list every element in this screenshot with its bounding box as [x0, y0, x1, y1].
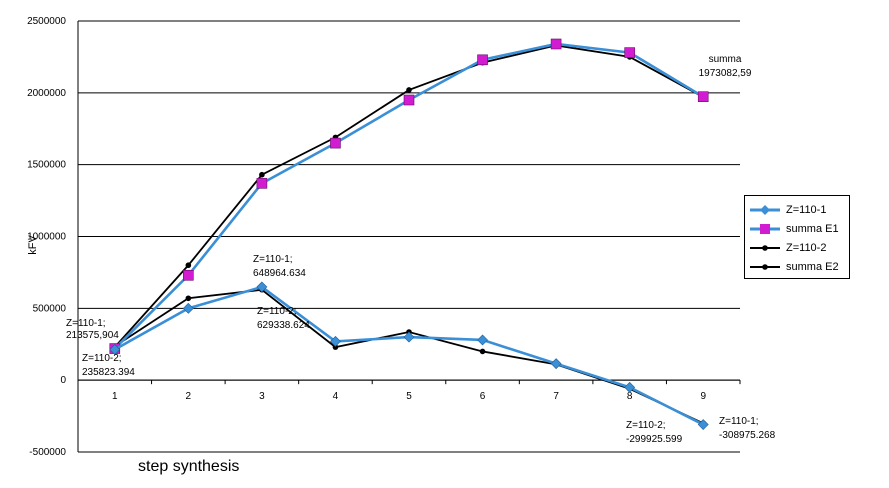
x-tick-label: 5 [406, 391, 412, 402]
data-point [330, 137, 341, 149]
data-point [256, 281, 268, 293]
y-tick-labels: 2500000 2000000 1500000 1000000 500000 0 -5000… [27, 16, 66, 458]
data-annotation: Z=110-1; [719, 416, 759, 427]
y-tick-label: 1500000 [27, 160, 66, 171]
x-tick-label: 7 [553, 391, 559, 402]
data-point [330, 335, 341, 347]
data-annotation: Z=110-1; [66, 318, 106, 329]
data-point [332, 344, 339, 350]
data-point [624, 47, 635, 58]
data-point [109, 344, 121, 355]
series-line [114, 285, 704, 426]
data-point [183, 269, 194, 281]
legend-label: summa E2 [786, 260, 839, 273]
series-0 [109, 281, 709, 430]
data-point [697, 419, 709, 430]
data-point [185, 295, 192, 302]
data-annotation: summa [709, 54, 742, 65]
data-point [403, 94, 415, 106]
data-annotation: Z=110-2; [82, 353, 122, 364]
data-point [406, 87, 412, 93]
data-point [550, 358, 562, 370]
data-point [256, 178, 268, 189]
series-2 [111, 286, 707, 427]
x-axis-title: step synthesis [138, 458, 240, 475]
x-tick-label: 4 [333, 391, 339, 402]
legend-swatch [750, 244, 780, 251]
axes [77, 21, 741, 452]
series-group [109, 38, 709, 430]
x-tick-label: 9 [700, 391, 706, 402]
data-point [182, 302, 194, 314]
data-annotation: 1973082,59 [699, 68, 752, 79]
y-axis-label: kFV [27, 235, 39, 255]
legend-swatch [750, 204, 780, 215]
y-tick-label: 2000000 [27, 88, 66, 99]
data-point [477, 54, 488, 66]
y-tick-label: 1000000 [27, 232, 66, 243]
data-annotation: Z=110-2; [626, 420, 666, 431]
data-point [479, 348, 486, 355]
x-tick-labels: 1 2 3 4 5 6 7 8 9 [112, 391, 706, 402]
data-point [697, 91, 709, 103]
x-tick-label: 3 [259, 391, 265, 402]
legend-item: summa E2 [748, 257, 846, 276]
data-annotation: 235823.394 [82, 367, 135, 378]
data-point [550, 38, 562, 50]
data-annotation: -299925.599 [626, 434, 683, 445]
x-tick-label: 8 [627, 391, 633, 402]
legend-item: Z=110-1 [748, 200, 846, 219]
data-annotation: Z=110-2; [257, 306, 297, 317]
data-point [259, 171, 265, 178]
data-point [624, 381, 636, 393]
x-tick-label: 6 [480, 391, 486, 402]
data-annotation: 648964.634 [253, 268, 306, 279]
data-annotation: -308975.268 [719, 430, 776, 441]
x-tick-label: 2 [186, 391, 192, 402]
data-annotation: Z=110-1; [253, 254, 293, 265]
legend-item: summa E1 [748, 219, 846, 238]
data-point [403, 331, 415, 343]
gridlines [78, 20, 740, 453]
data-point [185, 262, 192, 269]
y-tick-label: 500000 [33, 303, 67, 314]
y-tick-label: -500000 [29, 447, 66, 458]
data-annotation: 629338.624 [257, 320, 310, 331]
y-tick-label: 0 [60, 375, 66, 386]
annotations: Z=110-1;213575,904Z=110-2;235823.394Z=11… [66, 54, 776, 445]
series-line [114, 288, 704, 425]
legend: Z=110-1 summa E1 Z=110-2 summa E2 [744, 195, 850, 279]
legend-swatch [750, 263, 780, 270]
data-annotation: 213575,904 [66, 330, 119, 341]
y-tick-label: 2500000 [27, 16, 66, 27]
data-point [477, 334, 488, 346]
legend-label: Z=110-2 [786, 241, 827, 254]
x-tick-label: 1 [112, 391, 118, 402]
legend-item: Z=110-2 [748, 238, 846, 257]
legend-swatch [750, 223, 780, 234]
legend-label: summa E1 [786, 222, 839, 235]
legend-label: Z=110-1 [786, 203, 827, 216]
